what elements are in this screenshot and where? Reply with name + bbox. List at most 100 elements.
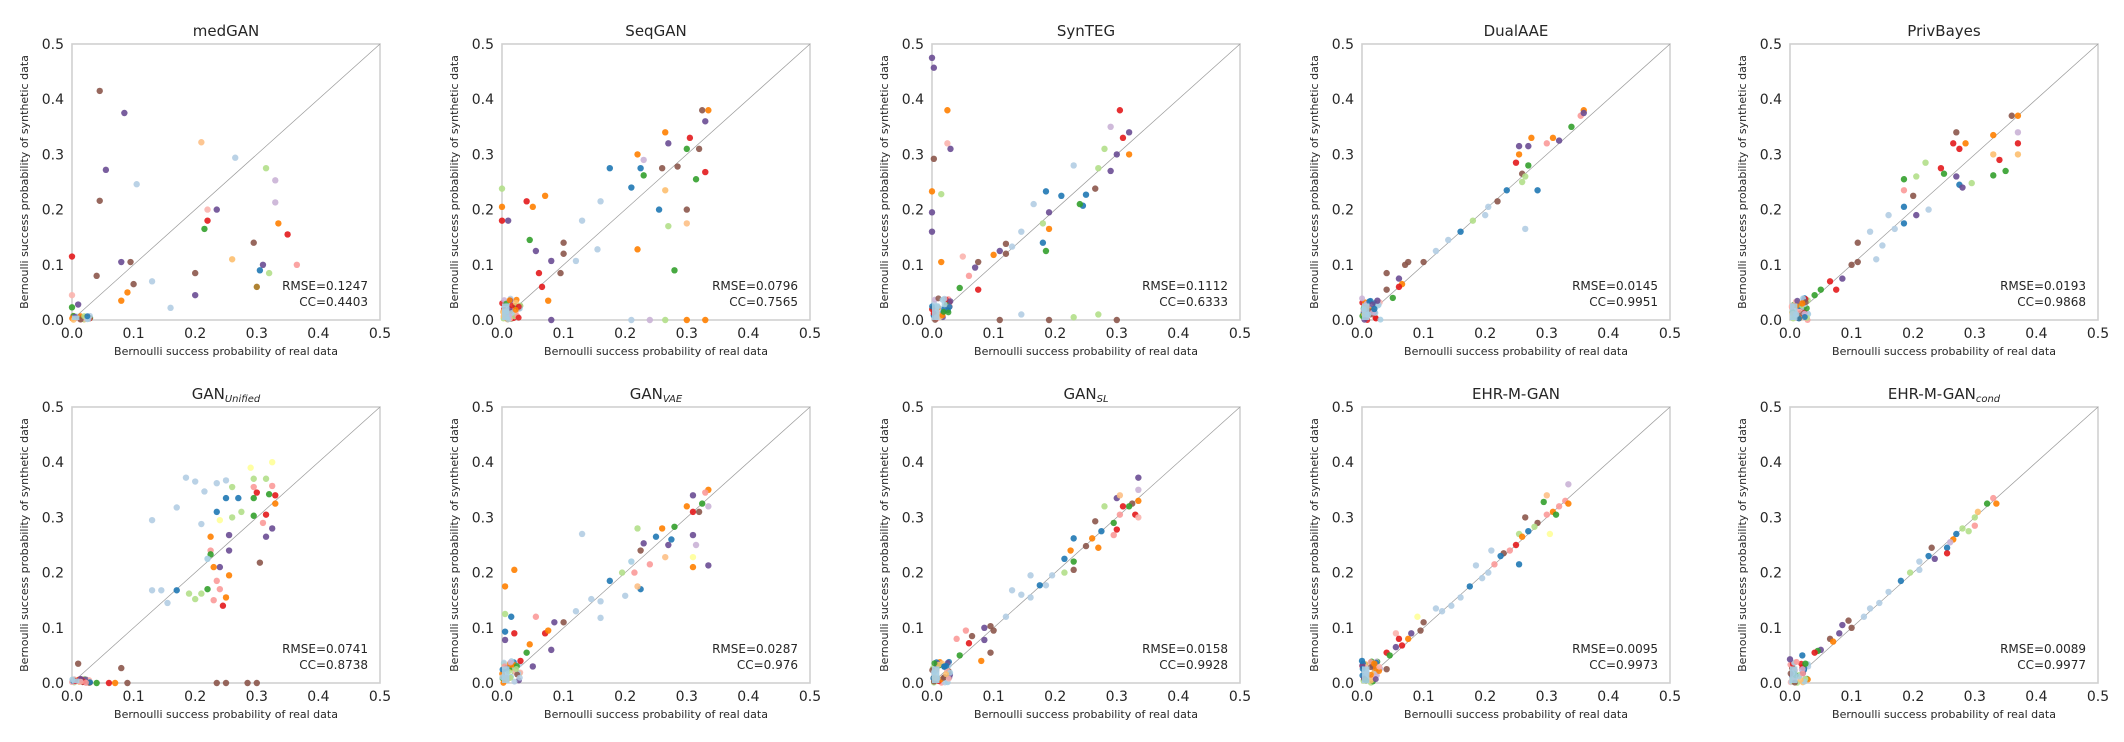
scatter-point-cluster — [1362, 303, 1370, 320]
scatter-point — [506, 297, 513, 304]
x-tick-label: 0.5 — [1659, 689, 1681, 705]
scatter-point — [228, 483, 236, 491]
scatter-point — [130, 280, 137, 288]
scatter-point-cluster — [72, 315, 80, 320]
scatter-point — [247, 464, 254, 471]
scatter-point — [1860, 613, 1868, 620]
scatter-point — [1854, 239, 1861, 246]
scatter-point — [548, 316, 555, 324]
scatter-point — [545, 627, 552, 634]
scatter-point — [1953, 530, 1960, 538]
y-tick-label: 0.1 — [42, 258, 64, 274]
scatter-point — [683, 316, 690, 324]
x-tick-label: 0.4 — [1597, 326, 1619, 342]
y-tick-label: 0.4 — [472, 92, 494, 108]
scatter-point — [1959, 184, 1966, 191]
scatter-point — [1990, 151, 1997, 158]
subplot-title: DualAAE — [1484, 22, 1549, 40]
identity-line — [501, 406, 811, 684]
scatter-point — [1568, 123, 1575, 130]
identity-line — [1789, 43, 2099, 321]
scatter-point — [578, 217, 586, 224]
scatter-point — [269, 459, 276, 466]
scatter-point — [1113, 316, 1121, 324]
scatter-point — [192, 478, 199, 485]
y-tick-label: 0.5 — [902, 37, 924, 53]
scatter-point — [578, 530, 586, 538]
y-axis-label: Bernoulli success probability of synthet… — [1308, 418, 1321, 672]
x-tick-label: 0.1 — [982, 326, 1004, 342]
scatter-point — [1928, 544, 1935, 551]
scatter-point — [1445, 236, 1452, 244]
scatter-point — [1042, 188, 1050, 195]
y-tick-label: 0.2 — [472, 566, 494, 582]
subplot-4: PrivBayes 0.0 0.1 0.2 0.3 0.4 0.5 0.0 0.1 0.2 0.3 0… — [1736, 22, 2109, 358]
y-tick-label: 0.3 — [1760, 510, 1782, 526]
identity-line — [1361, 43, 1671, 321]
scatter-point — [1913, 173, 1920, 180]
scatter-point — [1793, 658, 1800, 665]
scatter-point — [646, 561, 654, 568]
y-tick-label: 0.4 — [1332, 455, 1354, 471]
scatter-point — [1531, 523, 1538, 530]
scatter-point — [1518, 533, 1526, 540]
rmse-label: RMSE=0.0193 — [2000, 279, 2086, 293]
x-tick-label: 0.2 — [184, 689, 206, 705]
scatter-point — [705, 107, 712, 114]
scatter-point — [1395, 275, 1403, 282]
scatter-point — [1543, 511, 1551, 518]
scatter-point — [674, 163, 681, 170]
y-tick-label: 0.4 — [42, 92, 64, 108]
scatter-point — [1383, 286, 1390, 293]
scatter-point — [158, 587, 165, 594]
y-tick-label: 0.0 — [1332, 676, 1354, 692]
scatter-point — [1811, 291, 1818, 299]
scatter-point — [508, 613, 515, 620]
scatter-point — [1095, 311, 1102, 318]
scatter-point — [1943, 550, 1951, 557]
scatter-point — [1943, 544, 1951, 551]
scatter-point — [204, 585, 211, 593]
y-tick-label: 0.3 — [1332, 147, 1354, 163]
scatter-point — [931, 660, 938, 667]
subplot-title-subscript: VAE — [663, 394, 683, 405]
scatter-point — [222, 494, 230, 502]
scatter-point — [683, 145, 690, 153]
scatter-point — [253, 489, 260, 496]
scatter-point — [1135, 474, 1142, 481]
scatter-point — [222, 594, 230, 601]
scatter-point — [1039, 220, 1047, 227]
subplot-0: medGAN 0.0 0.1 0.2 0.3 0.4 0.5 0.0 0.1 0.2 0.3 0.4 0… — [18, 22, 391, 358]
y-tick-label: 0.3 — [1332, 510, 1354, 526]
y-tick-label: 0.0 — [1332, 313, 1354, 329]
scatter-point — [121, 109, 128, 117]
scatter-point — [971, 264, 979, 271]
y-tick-label: 0.3 — [1760, 147, 1782, 163]
scatter-point — [1008, 243, 1016, 250]
scatter-point — [1392, 643, 1400, 651]
scatter-point — [272, 199, 279, 206]
scatter-point — [82, 679, 89, 686]
scatter-point — [222, 679, 230, 687]
scatter-point — [216, 563, 224, 571]
scatter-point — [1897, 577, 1905, 585]
x-tick-label: 0.1 — [1840, 326, 1862, 342]
scatter-point — [662, 129, 669, 136]
scatter-point — [928, 188, 936, 195]
scatter-point — [945, 309, 952, 316]
scatter-point — [1543, 492, 1551, 499]
x-tick-label: 0.2 — [1044, 689, 1066, 705]
x-tick-label: 0.3 — [1964, 689, 1986, 705]
scatter-point — [1990, 131, 1997, 139]
scatter-point — [938, 190, 945, 198]
scatter-point — [1110, 519, 1117, 527]
scatter-point — [1392, 630, 1400, 637]
scatter-point — [1845, 617, 1852, 624]
scatter-point — [628, 558, 635, 565]
x-axis-label: Bernoulli success probability of real da… — [974, 345, 1198, 358]
scatter-point — [272, 492, 279, 499]
scatter-point — [498, 203, 506, 211]
scatter-point — [1070, 162, 1077, 169]
scatter-point — [953, 635, 960, 643]
scatter-point — [501, 610, 509, 618]
